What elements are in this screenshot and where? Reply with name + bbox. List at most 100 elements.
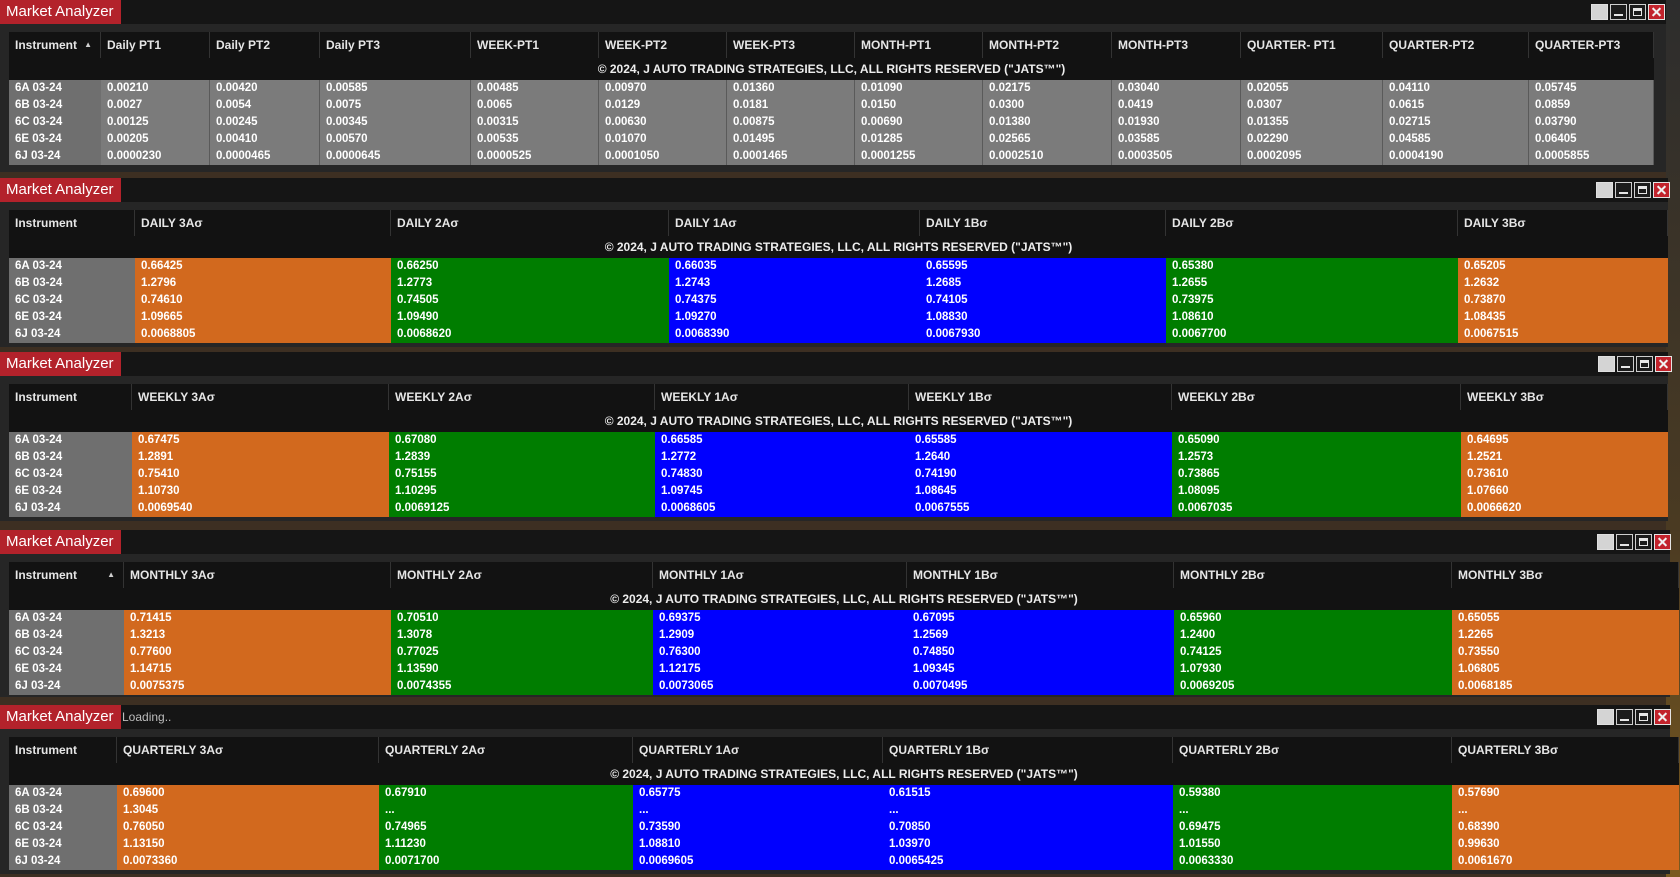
column-header[interactable]: WEEKLY 3Bσ (1461, 384, 1668, 410)
table-row[interactable]: 6A 03-24 0.69600 0.67910 0.65775 0.61515 0.59… (9, 785, 1679, 802)
table-row[interactable]: 6C 03-24 0.74610 0.74505 0.74375 0.74105 0.73… (9, 292, 1668, 309)
column-header[interactable]: MONTH-PT3 (1112, 32, 1241, 58)
value-cell[interactable]: 0.00690 (855, 114, 983, 131)
value-cell[interactable]: 0.03585 (1112, 131, 1241, 148)
value-cell[interactable]: 0.74375 (669, 292, 920, 309)
column-header[interactable]: DAILY 1Aσ (669, 210, 920, 236)
value-cell[interactable]: 0.68390 (1452, 819, 1679, 836)
instrument-cell[interactable]: 6J 03-24 (9, 500, 132, 517)
value-cell[interactable]: 0.0005855 (1529, 148, 1654, 165)
value-cell[interactable]: 0.75410 (132, 466, 389, 483)
value-cell[interactable]: 0.67910 (379, 785, 633, 802)
value-cell[interactable]: 0.02565 (983, 131, 1112, 148)
value-cell[interactable]: 0.00585 (320, 80, 471, 97)
value-cell[interactable]: 1.06805 (1452, 661, 1679, 678)
value-cell[interactable]: 1.2569 (907, 627, 1174, 644)
value-cell[interactable]: 0.69375 (653, 610, 907, 627)
close-icon[interactable] (1654, 709, 1671, 725)
table-row[interactable]: 6E 03-24 1.09665 1.09490 1.09270 1.08830 1.08… (9, 309, 1668, 326)
table-row[interactable]: 6C 03-24 0.75410 0.75155 0.74830 0.74190 0.73… (9, 466, 1668, 483)
value-cell[interactable]: 0.00535 (471, 131, 599, 148)
value-cell[interactable]: 0.77600 (124, 644, 391, 661)
column-header[interactable]: WEEKLY 2Aσ (389, 384, 655, 410)
value-cell[interactable]: 0.04585 (1383, 131, 1529, 148)
value-cell[interactable]: 0.0075 (320, 97, 471, 114)
instrument-cell[interactable]: 6E 03-24 (9, 131, 101, 148)
value-cell[interactable]: 0.00410 (210, 131, 320, 148)
instrument-cell[interactable]: 6C 03-24 (9, 466, 132, 483)
value-cell[interactable]: 0.70510 (391, 610, 653, 627)
value-cell[interactable]: 0.0067515 (1458, 326, 1668, 343)
value-cell[interactable]: 0.66250 (391, 258, 669, 275)
column-header[interactable]: QUARTERLY 2Bσ (1173, 737, 1452, 763)
value-cell[interactable]: 0.0150 (855, 97, 983, 114)
value-cell[interactable]: 0.65090 (1172, 432, 1461, 449)
value-cell[interactable]: 0.0073360 (117, 853, 379, 870)
value-cell[interactable]: 0.74125 (1174, 644, 1452, 661)
value-cell[interactable]: 0.65775 (633, 785, 883, 802)
value-cell[interactable]: 0.0067035 (1172, 500, 1461, 517)
window-titlebar[interactable]: Market Analyzer (0, 530, 1671, 554)
value-cell[interactable]: 0.0075375 (124, 678, 391, 695)
value-cell[interactable]: 1.2632 (1458, 275, 1668, 292)
window-titlebar[interactable]: Market Analyzer (0, 352, 1672, 376)
column-header[interactable]: WEEK-PT1 (471, 32, 599, 58)
instrument-cell[interactable]: 6C 03-24 (9, 114, 101, 131)
close-icon[interactable] (1654, 534, 1671, 550)
value-cell[interactable]: 0.65595 (920, 258, 1166, 275)
value-cell[interactable]: 0.67095 (907, 610, 1174, 627)
value-cell[interactable]: ... (379, 802, 633, 819)
table-row[interactable]: 6B 03-24 0.0027 0.0054 0.0075 0.0065 0.0129 0.… (9, 97, 1654, 114)
value-cell[interactable]: ... (633, 802, 883, 819)
value-cell[interactable]: 1.2743 (669, 275, 920, 292)
value-cell[interactable]: 0.0001465 (727, 148, 855, 165)
column-header[interactable]: QUARTER-PT3 (1529, 32, 1654, 58)
link-icon[interactable] (1598, 356, 1615, 372)
value-cell[interactable]: 0.64695 (1461, 432, 1668, 449)
column-header[interactable]: Daily PT1 (101, 32, 210, 58)
value-cell[interactable]: 0.0071700 (379, 853, 633, 870)
value-cell[interactable]: 0.0001255 (855, 148, 983, 165)
column-header[interactable]: MONTH-PT2 (983, 32, 1112, 58)
value-cell[interactable]: 1.07930 (1174, 661, 1452, 678)
value-cell[interactable]: 0.0000230 (101, 148, 210, 165)
value-cell[interactable]: 0.02715 (1383, 114, 1529, 131)
value-cell[interactable]: 0.66425 (135, 258, 391, 275)
column-header[interactable]: WEEK-PT3 (727, 32, 855, 58)
sort-ascending-icon[interactable]: ▲ (84, 40, 92, 49)
column-header[interactable]: QUARTERLY 3Aσ (117, 737, 379, 763)
value-cell[interactable]: 1.08810 (633, 836, 883, 853)
value-cell[interactable]: 1.3078 (391, 627, 653, 644)
value-cell[interactable]: 1.2891 (132, 449, 389, 466)
instrument-cell[interactable]: 6B 03-24 (9, 275, 135, 292)
close-icon[interactable] (1648, 4, 1665, 20)
value-cell[interactable]: 0.73870 (1458, 292, 1668, 309)
value-cell[interactable]: 0.76300 (653, 644, 907, 661)
value-cell[interactable]: 1.14715 (124, 661, 391, 678)
value-cell[interactable]: 0.65205 (1458, 258, 1668, 275)
value-cell[interactable]: 0.0069540 (132, 500, 389, 517)
instrument-cell[interactable]: 6A 03-24 (9, 610, 124, 627)
column-header[interactable]: Daily PT2 (210, 32, 320, 58)
value-cell[interactable]: 0.0003505 (1112, 148, 1241, 165)
column-header[interactable]: DAILY 2Aσ (391, 210, 669, 236)
table-row[interactable]: 6A 03-24 0.66425 0.66250 0.66035 0.65595 0.65… (9, 258, 1668, 275)
close-icon[interactable] (1653, 182, 1670, 198)
value-cell[interactable]: 0.0068805 (135, 326, 391, 343)
instrument-cell[interactable]: 6C 03-24 (9, 644, 124, 661)
value-cell[interactable]: 0.0615 (1383, 97, 1529, 114)
value-cell[interactable]: 0.0067555 (909, 500, 1172, 517)
column-header[interactable]: MONTH-PT1 (855, 32, 983, 58)
column-header[interactable]: QUARTER- PT1 (1241, 32, 1383, 58)
value-cell[interactable]: 1.09270 (669, 309, 920, 326)
instrument-cell[interactable]: 6E 03-24 (9, 836, 117, 853)
table-row[interactable]: 6B 03-24 1.2796 1.2773 1.2743 1.2685 1.2655 1.… (9, 275, 1668, 292)
value-cell[interactable]: 0.01380 (983, 114, 1112, 131)
value-cell[interactable]: 0.75155 (389, 466, 655, 483)
value-cell[interactable]: 0.0000645 (320, 148, 471, 165)
value-cell[interactable]: 0.99630 (1452, 836, 1679, 853)
column-header-instrument[interactable]: Instrument ▲ (9, 562, 124, 588)
value-cell[interactable]: 0.0001050 (599, 148, 727, 165)
value-cell[interactable]: 0.0000465 (210, 148, 320, 165)
value-cell[interactable]: 1.3213 (124, 627, 391, 644)
